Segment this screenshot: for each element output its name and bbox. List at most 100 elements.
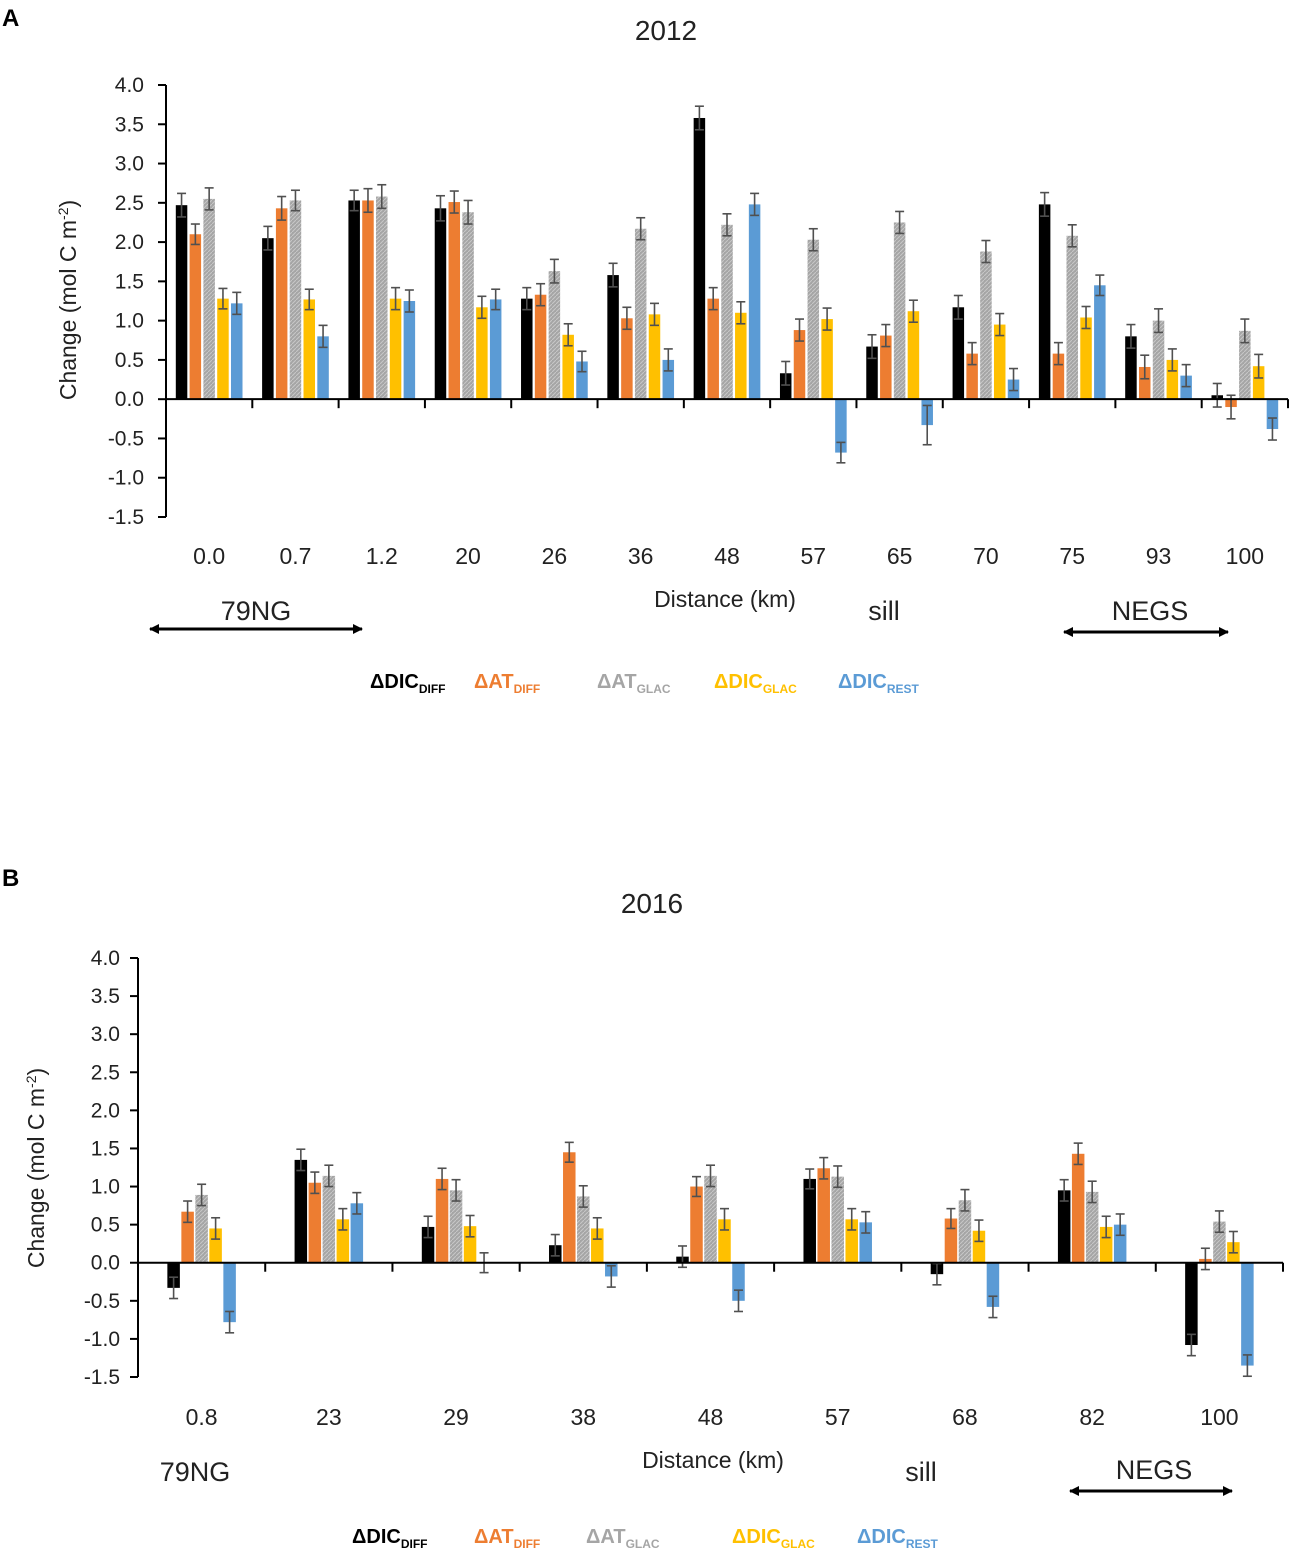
error-bar [795, 318, 805, 342]
error-bar [722, 213, 732, 237]
error-bar [304, 288, 314, 311]
bar-diff-0.0 [189, 234, 202, 400]
bar-diff-29 [435, 1178, 449, 1263]
error-bar [995, 312, 1005, 337]
error-bar [1087, 1180, 1097, 1204]
y-tick-label: 4.0 [91, 947, 120, 970]
bar-rest-48 [748, 204, 761, 400]
error-bar [663, 348, 673, 372]
panel-a-title: 2012 [635, 15, 697, 46]
bar-diff-70 [952, 307, 965, 400]
panel-b-y-axis-label: Change (mol C m-2) [23, 1068, 49, 1268]
x-category-label: 57 [825, 1404, 851, 1430]
error-bar [1240, 318, 1250, 344]
x-category-label: 57 [801, 543, 827, 569]
error-bar [622, 306, 632, 331]
error-bar [1228, 1230, 1238, 1254]
bar-glac-36 [634, 228, 647, 400]
error-bar [808, 227, 818, 252]
bar-glac-20 [462, 212, 474, 400]
bar-diff-65 [880, 335, 892, 400]
panel-a-annotation-negs: NEGS [1112, 596, 1189, 626]
error-bar [1214, 1210, 1224, 1234]
bar-glac-65 [907, 311, 920, 400]
error-bar [606, 1264, 616, 1288]
legend-b-dic-glac: ΔDICGLAC [732, 1526, 815, 1551]
bar-rest-57 [835, 399, 847, 453]
error-bar [734, 1289, 743, 1313]
bar-diff-82 [1057, 1190, 1071, 1263]
x-category-label: 100 [1200, 1404, 1238, 1430]
error-bar [1200, 1247, 1210, 1271]
error-bar [577, 350, 587, 373]
bar-rest-0.7 [317, 336, 329, 400]
error-bar [449, 190, 459, 214]
y-tick-label: -0.5 [84, 1290, 120, 1313]
y-tick-label: 2.0 [91, 1099, 120, 1122]
bar-glac-82 [1085, 1191, 1099, 1263]
error-bar [608, 262, 618, 288]
error-bar [1115, 1213, 1125, 1237]
bar-diff-93 [1125, 336, 1137, 400]
legend-b-dic-diff: ΔDICDIFF [352, 1526, 428, 1551]
error-bar [1059, 1178, 1069, 1202]
y-tick-label: 0.5 [115, 349, 144, 372]
x-category-label: 65 [887, 543, 913, 569]
y-tick-label: 3.0 [91, 1023, 120, 1046]
error-bar [435, 194, 445, 222]
error-bar [781, 360, 791, 386]
bar-glac-70 [980, 251, 992, 400]
bar-glac-20 [476, 307, 488, 400]
error-bar [895, 210, 905, 235]
bar-diff-20 [448, 202, 461, 400]
panel-b-x-axis-label: Distance (km) [642, 1447, 784, 1473]
error-bar [1181, 363, 1191, 388]
y-tick-label: 1.5 [115, 270, 144, 293]
bar-glac-75 [1066, 235, 1078, 400]
bar-rest-20 [489, 299, 502, 400]
error-bar [981, 239, 991, 264]
error-bar [277, 195, 287, 221]
bar-rest-75 [1094, 285, 1106, 400]
bar-glac-26 [548, 271, 561, 400]
x-category-label: 75 [1059, 543, 1085, 569]
bar-rest-26 [576, 361, 588, 400]
legend-a-at-diff: ΔATDIFF [474, 671, 540, 696]
error-bar [183, 1200, 193, 1224]
bar-diff-36 [621, 318, 633, 400]
y-tick-label: 1.0 [91, 1176, 120, 1199]
panel-b-annotation-sill: sill [905, 1457, 937, 1487]
error-bar [190, 223, 200, 246]
panel-b-annotation-79ng: 79NG [160, 1457, 231, 1487]
error-bar [1067, 224, 1077, 248]
bar-diff-23 [294, 1159, 308, 1263]
bar-glac-48 [735, 312, 747, 400]
panel-a-annotation-79ng: 79NG [221, 596, 292, 626]
bar-glac-100 [1239, 330, 1251, 400]
legend-a-at-glac: ΔATGLAC [597, 671, 671, 696]
error-bar [822, 307, 832, 331]
error-bar [563, 322, 573, 347]
legend-a-dic-diff: ΔDICDIFF [370, 671, 446, 696]
error-bar [536, 282, 546, 307]
legend-a-dic-rest: ΔDICREST [838, 671, 920, 696]
error-bar [310, 1171, 320, 1195]
y-tick-label: -0.5 [108, 427, 144, 450]
error-bar [451, 1178, 461, 1202]
bar-glac-38 [591, 1228, 604, 1263]
panel-b-title: 2016 [621, 888, 683, 919]
x-category-label: 20 [455, 543, 481, 569]
y-tick-label: -1.0 [108, 467, 144, 490]
error-bar [218, 287, 228, 310]
error-bar [169, 1276, 179, 1300]
error-bar [290, 189, 300, 212]
error-bar [988, 1295, 998, 1319]
panel-a-y-axis-label: Change (mol C m-2) [55, 200, 81, 400]
error-bar [720, 1207, 729, 1231]
bar-diff-23 [308, 1182, 322, 1263]
panel-a-legend: ΔDICDIFF ΔATDIFF ΔATGLAC ΔDICGLAC ΔDICRE… [370, 671, 920, 696]
x-category-label: 0.0 [193, 543, 225, 569]
error-bar [549, 258, 559, 284]
error-bar [578, 1184, 588, 1208]
error-bar [1154, 308, 1164, 334]
